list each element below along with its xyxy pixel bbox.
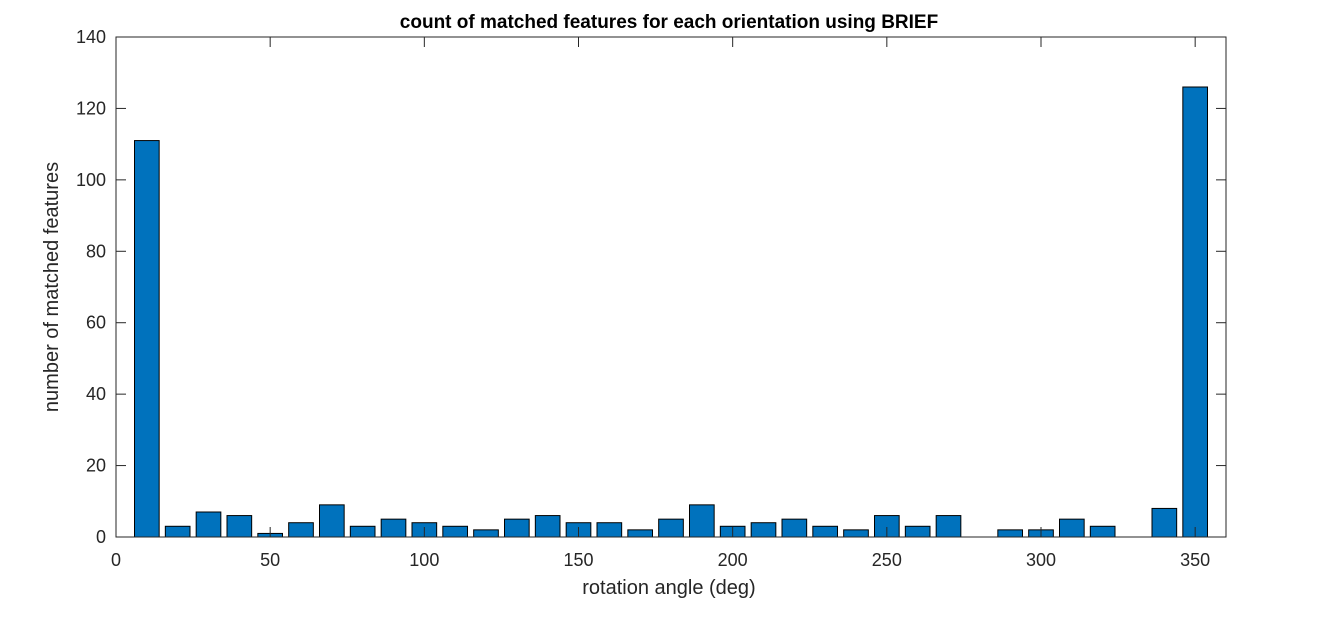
y-tick-label-20: 20 bbox=[86, 456, 106, 476]
y-tick-label-120: 120 bbox=[76, 98, 106, 118]
x-tick-label-300: 300 bbox=[1026, 550, 1056, 570]
bar-20 bbox=[164, 525, 191, 538]
bar-30 bbox=[195, 511, 222, 538]
bar-190 bbox=[689, 504, 715, 538]
x-tick-label-50: 50 bbox=[260, 550, 280, 570]
bar-120 bbox=[473, 529, 499, 538]
x-tick-label-350: 350 bbox=[1180, 550, 1210, 570]
bar-160 bbox=[596, 522, 623, 538]
bars-group bbox=[134, 86, 1209, 538]
plot-box bbox=[115, 36, 1227, 538]
axes-group: 0 50 100 150 200 250 300 350 0 20 40 60 80 100 120 140 bbox=[76, 27, 1227, 570]
y-tick-label-40: 40 bbox=[86, 384, 106, 404]
chart-title: count of matched features for each orien… bbox=[400, 12, 938, 33]
bar-290 bbox=[997, 529, 1023, 538]
bar-40 bbox=[226, 515, 253, 538]
bar-140 bbox=[534, 515, 561, 538]
bar-270 bbox=[935, 515, 962, 538]
bar-110 bbox=[442, 525, 469, 538]
y-tick-label-140: 140 bbox=[76, 27, 106, 47]
x-tick-label-0: 0 bbox=[111, 550, 121, 570]
bar-340 bbox=[1151, 507, 1178, 538]
bar-70 bbox=[319, 504, 345, 538]
x-tick-label-100: 100 bbox=[409, 550, 439, 570]
y-axis-label: number of matched features bbox=[41, 162, 63, 412]
bar-10 bbox=[134, 140, 160, 538]
bar-210 bbox=[750, 522, 777, 538]
y-tick-label-80: 80 bbox=[86, 241, 106, 261]
bar-170 bbox=[627, 529, 653, 538]
bar-90 bbox=[380, 518, 407, 538]
x-tick-label-200: 200 bbox=[718, 550, 748, 570]
bar-240 bbox=[843, 529, 869, 538]
x-axis-label: rotation angle (deg) bbox=[582, 577, 755, 599]
x-tick-label-250: 250 bbox=[872, 550, 902, 570]
bar-80 bbox=[349, 525, 376, 538]
bar-260 bbox=[904, 525, 931, 538]
bar-180 bbox=[658, 518, 684, 538]
x-tick-label-150: 150 bbox=[563, 550, 593, 570]
y-tick-label-0: 0 bbox=[96, 527, 106, 547]
bar-130 bbox=[504, 518, 530, 538]
bar-230 bbox=[812, 525, 838, 538]
bar-320 bbox=[1089, 525, 1116, 538]
bar-310 bbox=[1059, 518, 1085, 538]
y-tick-label-100: 100 bbox=[76, 170, 106, 190]
bar-350 bbox=[1182, 86, 1209, 538]
bar-60 bbox=[288, 522, 314, 538]
bar-220 bbox=[781, 518, 808, 538]
y-tick-label-60: 60 bbox=[86, 313, 106, 333]
